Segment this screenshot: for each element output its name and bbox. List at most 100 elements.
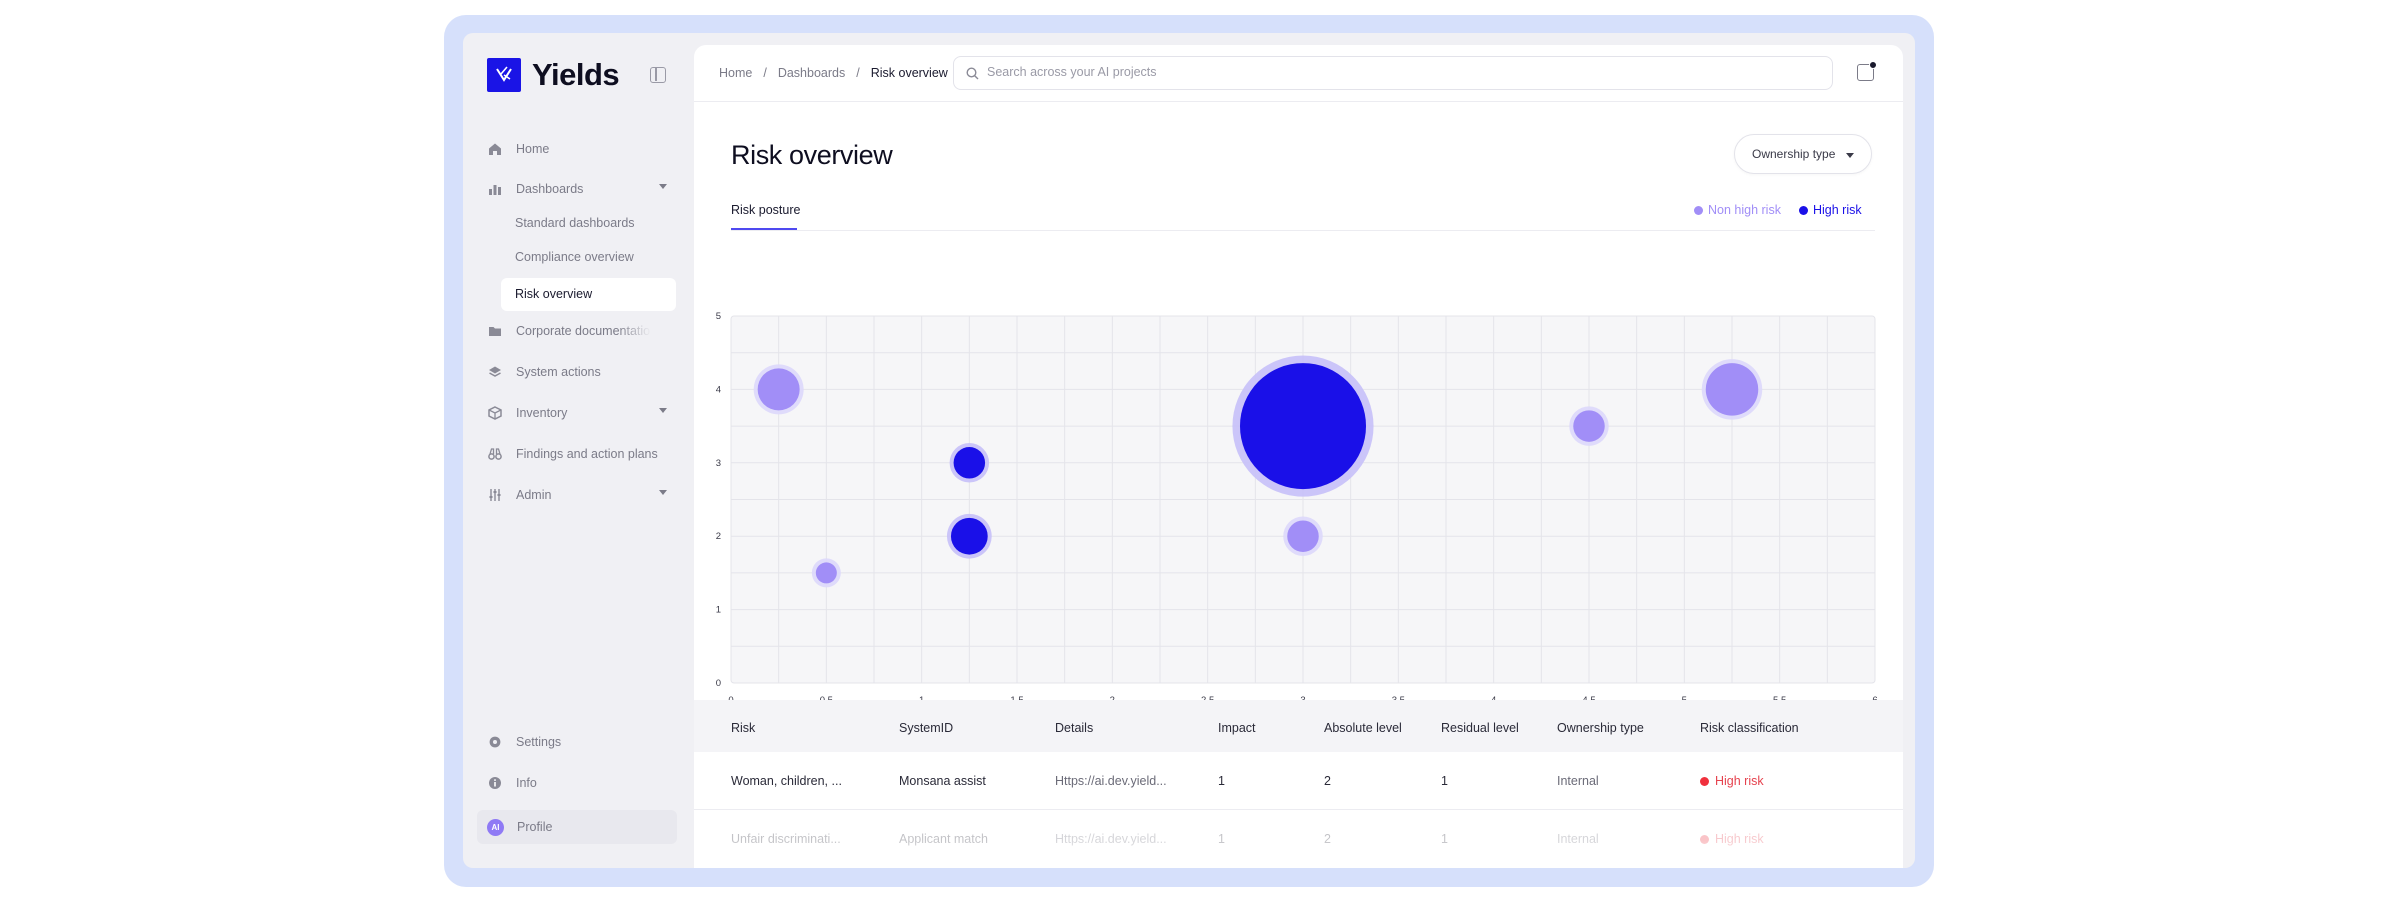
sidebar-item-label: Home xyxy=(516,142,550,156)
search-input[interactable] xyxy=(987,65,1787,79)
sidebar-item-label: Settings xyxy=(516,735,562,749)
sidebar-item-label: Corporate documentation xyxy=(516,324,651,338)
breadcrumb-home[interactable]: Home xyxy=(719,66,753,80)
chevron-down-icon xyxy=(659,490,667,495)
breadcrumb-separator: / xyxy=(763,66,767,80)
tabs-divider xyxy=(731,230,1875,231)
sidebar-item-label: Inventory xyxy=(516,406,568,420)
scroll-fade xyxy=(694,840,1903,868)
cell-risk-classification: High risk xyxy=(1700,774,1764,788)
sidebar-item-label: Admin xyxy=(516,488,552,502)
high-risk-bubble xyxy=(950,517,988,555)
binoculars-icon xyxy=(487,446,503,462)
breadcrumb-dashboards[interactable]: Dashboards xyxy=(777,66,846,80)
sidebar-item-findings[interactable]: Findings and action plans xyxy=(487,444,677,464)
search-box[interactable] xyxy=(953,56,1833,90)
sidebar-item-label: System actions xyxy=(516,365,601,379)
legend-non-high-risk: Non high risk xyxy=(1694,203,1781,217)
column-header-ownership-type[interactable]: Ownership type xyxy=(1557,721,1644,735)
column-header-impact[interactable]: Impact xyxy=(1218,721,1256,735)
column-header-details[interactable]: Details xyxy=(1055,721,1094,735)
sidebar-subitem-standard-dashboards[interactable]: Standard dashboards xyxy=(515,216,635,230)
chevron-down-icon xyxy=(659,184,667,189)
sidebar-item-label: Findings and action plans xyxy=(516,447,658,461)
sidebar-item-info[interactable]: Info xyxy=(487,773,677,793)
cell-risk: Woman, children, ... xyxy=(731,774,842,788)
table-row[interactable]: Woman, children, ... Monsana assist Http… xyxy=(694,752,1903,810)
chevron-down-icon xyxy=(659,408,667,413)
notification-icon[interactable] xyxy=(1857,61,1877,81)
sidebar-subitem-risk-overview[interactable]: Risk overview xyxy=(501,278,676,311)
search-icon xyxy=(966,67,979,80)
sidebar-subitem-compliance-overview[interactable]: Compliance overview xyxy=(515,250,634,264)
sidebar-item-admin[interactable]: Admin xyxy=(487,485,677,505)
layers-icon xyxy=(487,364,503,380)
cell-residual-level: 1 xyxy=(1441,774,1448,788)
legend-label: Non high risk xyxy=(1708,203,1781,217)
y-tick-label: 2 xyxy=(716,531,721,542)
logo[interactable]: Yields xyxy=(487,57,620,93)
y-tick-label: 3 xyxy=(716,458,721,469)
legend-swatch xyxy=(1799,205,1808,215)
non-high-risk-bubble xyxy=(1705,363,1759,416)
column-header-systemid[interactable]: SystemID xyxy=(899,721,954,735)
y-tick-label: 1 xyxy=(716,605,721,616)
page-title: Risk overview xyxy=(731,140,893,170)
legend-swatch xyxy=(1694,205,1703,215)
non-high-risk-bubble xyxy=(815,562,837,584)
status-badge: High risk xyxy=(1715,774,1764,788)
sidebar-item-inventory[interactable]: Inventory xyxy=(487,403,677,423)
tab-risk-posture[interactable]: Risk posture xyxy=(731,203,801,217)
breadcrumb-current: Risk overview xyxy=(870,66,948,80)
non-high-risk-bubble xyxy=(1573,410,1605,442)
y-tick-label: 5 xyxy=(716,311,721,322)
sidebar-subitem-label: Risk overview xyxy=(515,287,593,301)
logo-icon xyxy=(487,58,521,92)
column-header-risk-classification[interactable]: Risk classification xyxy=(1700,721,1799,735)
status-dot xyxy=(1700,776,1709,786)
column-header-absolute-level[interactable]: Absolute level xyxy=(1324,721,1402,735)
breadcrumb-separator: / xyxy=(856,66,860,80)
cell-ownership-type: Internal xyxy=(1557,774,1599,788)
table-header: Risk SystemID Details Impact Absolute le… xyxy=(694,700,1903,752)
non-high-risk-bubble xyxy=(757,368,800,411)
tab-active-indicator xyxy=(731,228,797,230)
sliders-icon xyxy=(487,487,503,503)
column-header-residual-level[interactable]: Residual level xyxy=(1441,721,1519,735)
ownership-type-dropdown[interactable]: Ownership type xyxy=(1734,134,1872,174)
legend-label: High risk xyxy=(1813,203,1862,217)
app-name: Yields xyxy=(532,57,620,92)
cell-residual-level: 1 xyxy=(1441,832,1448,846)
column-header-risk[interactable]: Risk xyxy=(731,721,756,735)
sidebar-item-label: Info xyxy=(516,776,537,790)
status-dot xyxy=(1700,834,1709,844)
sidebar-item-label: Dashboards xyxy=(516,182,584,196)
y-tick-label: 4 xyxy=(716,384,721,395)
topbar: Home / Dashboards / Risk overview xyxy=(694,45,1903,102)
high-risk-bubble xyxy=(953,447,986,479)
cell-details-link[interactable]: Https://ai.dev.yield... xyxy=(1055,774,1167,788)
sidebar: Yields Home Dashboards Standard dashboar… xyxy=(463,33,694,868)
collapse-sidebar-icon[interactable] xyxy=(650,67,666,83)
cell-impact: 1 xyxy=(1218,774,1225,788)
cell-absolute-level: 2 xyxy=(1324,832,1331,846)
sidebar-item-settings[interactable]: Settings xyxy=(487,732,677,752)
main-panel: Home / Dashboards / Risk overview Risk o… xyxy=(694,45,1903,868)
cell-systemid: Monsana assist xyxy=(899,774,986,788)
non-high-risk-bubble xyxy=(1287,520,1319,552)
sidebar-item-corporate-documentation[interactable]: Corporate documentation xyxy=(487,321,677,341)
box-icon xyxy=(487,405,503,421)
info-icon xyxy=(487,775,503,791)
avatar: AI xyxy=(487,819,504,836)
sidebar-item-home[interactable]: Home xyxy=(487,139,677,159)
breadcrumb: Home / Dashboards / Risk overview xyxy=(719,66,948,80)
home-icon xyxy=(487,141,503,157)
chevron-down-icon xyxy=(1846,153,1854,158)
folder-icon xyxy=(487,323,503,339)
profile-label: Profile xyxy=(517,820,553,834)
sidebar-item-system-actions[interactable]: System actions xyxy=(487,362,677,382)
y-tick-label: 0 xyxy=(716,678,721,689)
sidebar-item-dashboards[interactable]: Dashboards xyxy=(487,179,677,199)
sidebar-item-profile[interactable]: AI Profile xyxy=(477,810,677,844)
